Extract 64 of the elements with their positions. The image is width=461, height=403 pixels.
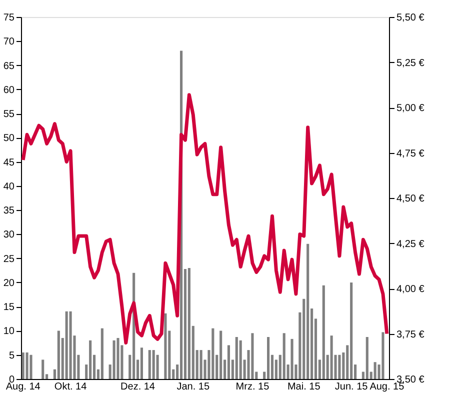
bar [212,328,214,379]
y-tick-label: 5 [8,350,15,362]
bar [306,244,310,379]
bar [69,311,72,379]
y-tick-label: 15 [3,302,15,314]
bar [322,285,325,379]
y-tick-label: 45 [3,157,15,168]
bar [200,350,202,379]
bar [148,350,151,379]
x-tick-label: Dez. 14 [120,382,156,392]
y-tick-label: 50 [3,133,15,144]
y-tick-label: 35 [3,206,15,217]
y2-tick-label: 5,50 € [396,12,425,24]
bar [330,336,333,379]
bar [188,268,190,379]
y2-tick-label: 5,25 € [396,58,425,69]
x-tick-label: Jun. 15 [334,382,368,392]
bar [116,338,120,379]
bar [350,282,353,379]
bar [239,340,242,379]
line-series [21,93,389,345]
x-tick-label: Mrz. 15 [236,382,270,392]
bar [57,330,60,379]
x-tick-label: Jan. 15 [176,382,210,392]
y-tick-label: 40 [3,181,15,192]
bar [112,340,116,379]
y2-tick-label: 4,25 € [396,238,425,250]
bar [140,348,144,379]
y-tick-label: 75 [3,12,15,24]
bar [338,354,341,379]
bar [22,352,24,379]
bar [89,340,92,379]
y-tick-label: 65 [3,60,15,72]
y-tick-label: 30 [3,230,15,241]
bar [65,311,68,379]
bar [366,337,368,379]
bar [235,337,238,379]
y2-tick-label: 4,00 € [396,284,425,295]
bar [26,352,28,379]
bar [227,345,230,379]
y2-tick-label: 4,75 € [396,148,425,160]
bar [152,350,155,379]
bar [290,338,294,379]
y-tick-label: 20 [3,278,15,289]
y-tick-label: 25 [3,254,15,265]
y-tick-label: 55 [3,109,15,120]
bar [374,362,376,379]
bar [251,333,254,379]
bar [164,313,167,379]
x-tick-label: Mai. 15 [287,382,321,392]
bar [382,332,384,379]
bar [220,330,222,379]
y-tick-label: 60 [3,84,15,96]
x-tick-label: Okt. 14 [54,382,88,392]
y-tick-label: 70 [3,36,15,48]
bar [30,354,32,379]
bar [42,360,44,379]
y2-tick-label: 4,50 € [396,194,425,204]
bar [282,333,286,379]
bar [266,337,270,379]
y2-tick-label: 3,75 € [396,329,425,340]
bar [100,328,104,379]
y2-tick-label: 5,00 € [396,103,425,114]
y-tick-label: 10 [3,326,15,338]
